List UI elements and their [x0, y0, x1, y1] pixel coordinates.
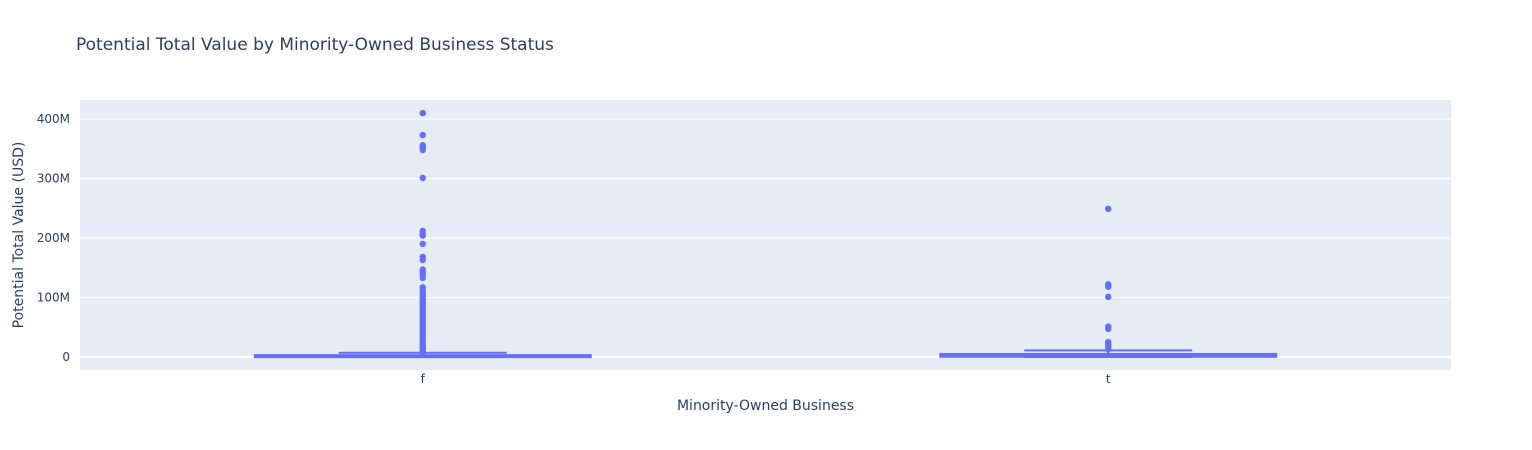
outlier-point — [419, 232, 426, 239]
x-tick-label: t — [1106, 372, 1111, 386]
outlier-point — [1105, 283, 1112, 290]
outlier-point — [419, 131, 426, 139]
outlier-point — [419, 240, 426, 248]
outlier-point — [419, 274, 426, 282]
y-axis-ticks: 0 100M 200M 300M 400M — [37, 112, 70, 364]
box-f — [253, 109, 592, 359]
outlier-point — [1105, 345, 1112, 353]
chart-title: Potential Total Value by Minority-Owned … — [76, 35, 554, 55]
outlier-point — [419, 146, 426, 154]
outlier-point — [1105, 205, 1112, 213]
outlier-point — [1105, 293, 1112, 301]
x-axis-title: Minority-Owned Business — [677, 398, 854, 414]
x-tick-label: f — [421, 372, 426, 386]
y-tick-label: 100M — [37, 290, 70, 304]
y-tick-label: 400M — [37, 112, 70, 126]
y-tick-label: 0 — [62, 350, 70, 364]
outlier-point — [419, 174, 426, 182]
outlier-point — [1105, 325, 1112, 333]
box-t — [939, 205, 1278, 358]
outlier-point — [419, 109, 426, 117]
y-tick-label: 300M — [37, 172, 70, 186]
outlier-point — [419, 348, 426, 356]
box-series — [253, 109, 1278, 359]
y-axis-title: Potential Total Value (USD) — [11, 142, 27, 329]
y-tick-label: 200M — [37, 231, 70, 245]
plot-background — [80, 100, 1451, 370]
outlier-point — [419, 256, 426, 264]
